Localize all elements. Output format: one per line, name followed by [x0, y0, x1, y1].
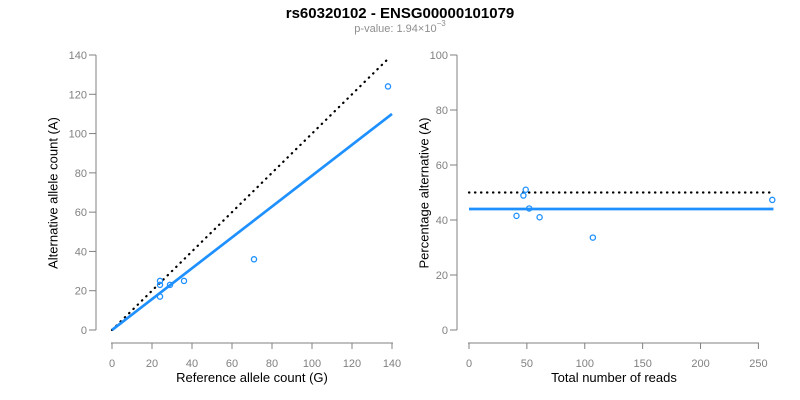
- left-y-tick-label: 120: [69, 89, 87, 101]
- right-x-tick-label: 50: [521, 358, 533, 370]
- left-y-tick-label: 0: [81, 325, 87, 337]
- left-xaxis-title: Reference allele count (G): [176, 370, 328, 385]
- right-data-point: [522, 186, 529, 193]
- left-x-tick-label: 20: [146, 358, 158, 370]
- chart-title: rs60320102 - ENSG00000101079: [285, 5, 515, 22]
- left-y-tick-label: 80: [75, 168, 87, 180]
- right-yaxis-title: Percentage alternative (A): [416, 117, 432, 269]
- pvalue-text: p-value: 1.94×10: [354, 23, 437, 35]
- left-data-point: [156, 277, 164, 285]
- left-x-tick-label: 40: [186, 358, 198, 370]
- right-xaxis-title: Total number of reads: [551, 370, 677, 385]
- left-y-tick-label: 20: [75, 286, 87, 298]
- right-y-tick-label: 20: [436, 270, 448, 282]
- pvalue-exponent: −3: [436, 19, 446, 29]
- left-y-tick-label: 60: [75, 207, 87, 219]
- left-data-point: [384, 83, 392, 90]
- left-data-point: [156, 281, 164, 289]
- chart-subtitle: p-value: 1.94×10−3: [0, 20, 800, 35]
- right-data-point: [525, 205, 533, 212]
- left-yaxis-title: Alternative allele count (A): [45, 117, 61, 269]
- right-x-tick-label: 100: [576, 358, 594, 370]
- right-x-tick-label: 200: [691, 358, 709, 370]
- right-data-point: [769, 196, 776, 204]
- left-y-tick-label: 140: [69, 50, 87, 62]
- right-y-tick-label: 40: [436, 215, 448, 227]
- left-y-tick-label: 40: [75, 246, 87, 258]
- right-data-point: [513, 212, 520, 220]
- right-x-tick-label: 0: [466, 358, 472, 370]
- left-x-tick-label: 140: [383, 358, 401, 370]
- right-x-tick-label: 250: [749, 358, 767, 370]
- right-y-tick-label: 0: [442, 325, 448, 337]
- right-data-point: [589, 234, 597, 241]
- left-data-point: [156, 293, 164, 300]
- left-data-point: [250, 256, 258, 263]
- left-x-tick-label: 120: [343, 358, 361, 370]
- right-y-tick-label: 60: [436, 160, 448, 172]
- right-y-tick-label: 80: [436, 105, 448, 117]
- left-x-tick-label: 80: [266, 358, 278, 370]
- left-data-point: [180, 277, 188, 285]
- left-x-tick-label: 0: [109, 358, 115, 370]
- right-data-point: [536, 213, 543, 221]
- right-y-tick-label: 100: [430, 50, 448, 62]
- left-data-point: [166, 281, 174, 289]
- left-y-tick-label: 100: [69, 129, 87, 141]
- right-x-tick-label: 150: [633, 358, 651, 370]
- fit-line: [111, 112, 393, 332]
- left-x-tick-label: 60: [226, 358, 238, 370]
- right-data-point: [520, 192, 527, 199]
- identity-line: [110, 55, 392, 332]
- left-x-tick-label: 100: [303, 358, 321, 370]
